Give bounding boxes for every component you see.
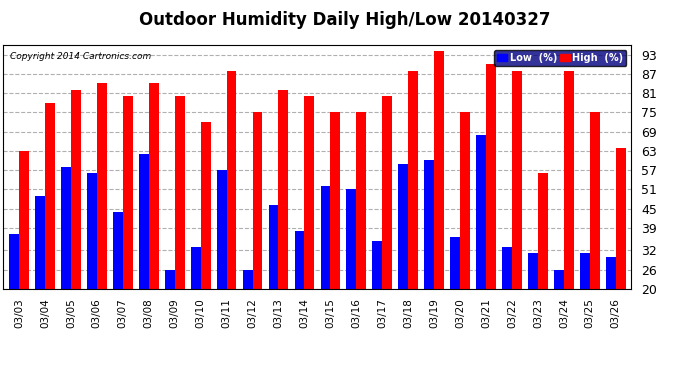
Bar — [268, 206, 279, 289]
Bar — [35, 196, 45, 289]
Bar — [580, 254, 590, 289]
Bar — [295, 231, 304, 289]
Bar — [304, 96, 314, 289]
Bar — [486, 64, 496, 289]
Bar — [9, 234, 19, 289]
Bar — [528, 254, 538, 289]
Bar — [502, 247, 512, 289]
Text: Outdoor Humidity Daily High/Low 20140327: Outdoor Humidity Daily High/Low 20140327 — [139, 11, 551, 29]
Bar — [217, 170, 226, 289]
Bar — [253, 112, 262, 289]
Bar — [615, 148, 626, 289]
Bar — [538, 173, 548, 289]
Bar — [590, 112, 600, 289]
Bar — [226, 70, 237, 289]
Bar — [460, 112, 470, 289]
Bar — [476, 135, 486, 289]
Bar — [451, 237, 460, 289]
Bar — [398, 164, 408, 289]
Bar — [321, 186, 331, 289]
Bar — [149, 84, 159, 289]
Bar — [123, 96, 132, 289]
Bar — [564, 70, 574, 289]
Bar — [279, 90, 288, 289]
Bar — [71, 90, 81, 289]
Bar — [606, 256, 615, 289]
Bar — [382, 96, 392, 289]
Bar — [87, 173, 97, 289]
Bar — [45, 103, 55, 289]
Bar — [554, 270, 564, 289]
Bar — [97, 84, 107, 289]
Bar — [201, 122, 210, 289]
Bar — [19, 151, 29, 289]
Bar — [113, 212, 123, 289]
Text: Copyright 2014 Cartronics.com: Copyright 2014 Cartronics.com — [10, 53, 151, 61]
Bar — [243, 270, 253, 289]
Bar — [190, 247, 201, 289]
Bar — [61, 167, 71, 289]
Bar — [373, 241, 382, 289]
Bar — [175, 96, 184, 289]
Legend: Low  (%), High  (%): Low (%), High (%) — [494, 50, 627, 66]
Bar — [346, 189, 356, 289]
Bar — [408, 70, 418, 289]
Bar — [424, 160, 434, 289]
Bar — [165, 270, 175, 289]
Bar — [139, 154, 149, 289]
Bar — [512, 70, 522, 289]
Bar — [434, 51, 444, 289]
Bar — [356, 112, 366, 289]
Bar — [331, 112, 340, 289]
